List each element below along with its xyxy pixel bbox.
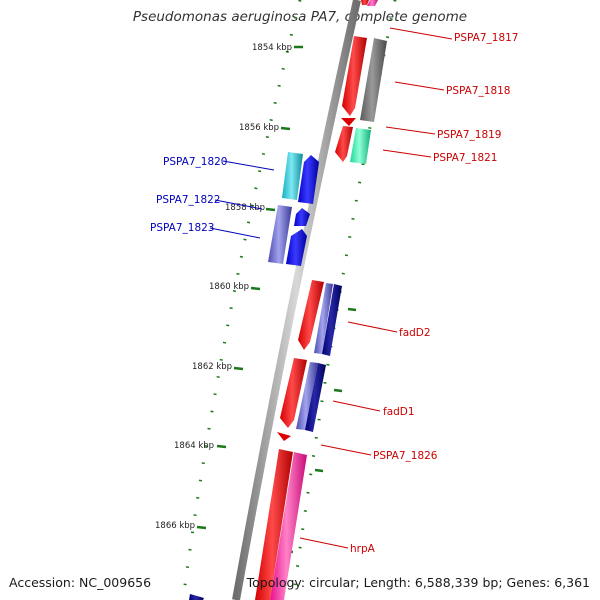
ruler-tick — [314, 468, 324, 473]
gene-fadd1-red[interactable] — [280, 358, 307, 428]
gene-hrpa-red[interactable] — [255, 449, 293, 600]
ruler-tick — [250, 286, 261, 291]
genome-backbone — [232, 0, 361, 600]
topology-label: Topology: circular; Length: 6,588,339 bp… — [246, 575, 590, 590]
gene-pspa7-1826[interactable] — [277, 432, 291, 441]
leader-line — [385, 126, 436, 135]
ruler-label: 1856 kbp — [239, 123, 279, 133]
leader-line — [389, 27, 453, 40]
reverse-genes — [189, 152, 319, 600]
leader-line — [382, 149, 432, 158]
forward-leaders — [299, 27, 453, 549]
gene-fadd2-navy[interactable] — [322, 284, 342, 356]
leader-line — [332, 400, 381, 412]
ruler-label: 1866 kbp — [155, 521, 195, 531]
gene-label[interactable]: PSPA7_1821 — [433, 152, 498, 164]
gene-label[interactable]: PSPA7_1820 — [163, 156, 228, 168]
reverse-leaders — [209, 160, 275, 239]
forward-genes — [255, 0, 387, 600]
gene-fadd2-red[interactable] — [298, 280, 324, 350]
gene-fadd2-slate[interactable] — [314, 283, 333, 354]
gene-pspa7-1823-blue[interactable] — [286, 229, 307, 266]
gene-pink-top[interactable] — [367, 0, 378, 6]
ruler-label: 1864 kbp — [174, 441, 214, 451]
leader-line — [394, 81, 445, 91]
leader-line — [209, 227, 261, 239]
ruler-tick — [265, 207, 276, 212]
ruler-tick — [233, 366, 244, 371]
ruler-tick — [216, 444, 227, 449]
gene-pspa7-1818-red[interactable] — [342, 36, 367, 116]
gene-hrpa-pink[interactable] — [270, 452, 307, 600]
gene-label[interactable]: PSPA7_1817 — [454, 32, 519, 44]
gene-pspa7-1821[interactable] — [350, 128, 371, 164]
gene-label[interactable]: fadD2 — [399, 327, 431, 339]
leader-line — [320, 444, 372, 456]
gene-pspa7-1822-blue[interactable] — [294, 208, 310, 226]
leader-line — [222, 160, 275, 171]
gene-label[interactable]: PSPA7_1819 — [437, 129, 502, 141]
ruler-tick — [347, 307, 357, 312]
gene-pspa7-1820-blue[interactable] — [298, 155, 319, 204]
gene-pspa7-1819-arrow[interactable] — [341, 118, 356, 126]
gene-label[interactable]: PSPA7_1826 — [373, 450, 438, 462]
gene-pspa7-1818-grey[interactable] — [360, 38, 387, 122]
gene-pspa7-1820-cyan[interactable] — [282, 152, 303, 200]
gene-fadd1-slate[interactable] — [296, 362, 318, 430]
gene-fadd1-navy[interactable] — [305, 363, 326, 432]
gene-pspa7-1817[interactable] — [361, 0, 369, 5]
gene-pspa7-1823-slate[interactable] — [268, 205, 292, 264]
ruler-tick — [196, 525, 207, 530]
gene-pspa7-1819[interactable] — [335, 126, 353, 162]
leader-line — [347, 321, 398, 333]
gene-label[interactable]: fadD1 — [383, 406, 415, 418]
ruler-label: 1858 kbp — [225, 203, 265, 213]
leader-line — [214, 199, 263, 210]
ruler-tick — [333, 388, 343, 393]
gene-label[interactable]: PSPA7_1818 — [446, 85, 511, 97]
gene-label[interactable]: PSPA7_1823 — [150, 222, 215, 234]
ruler-tick — [280, 126, 291, 131]
leader-line — [299, 537, 349, 549]
accession-label: Accession: NC_009656 — [9, 575, 152, 590]
gene-label[interactable]: hrpA — [350, 543, 376, 555]
map-title: Pseudomonas aeruginosa PA7, complete gen… — [132, 9, 468, 25]
ruler-label: 1860 kbp — [209, 282, 249, 292]
gene-label[interactable]: PSPA7_1822 — [156, 194, 221, 206]
ruler-label: 1854 kbp — [252, 43, 292, 53]
ruler-label: 1862 kbp — [192, 362, 232, 372]
gene-bottom-navy[interactable] — [189, 594, 204, 600]
